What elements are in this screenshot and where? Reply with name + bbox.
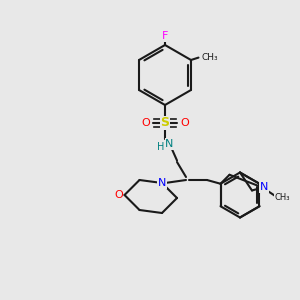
Text: O: O (180, 118, 189, 128)
Text: S: S (160, 116, 169, 130)
Text: CH₃: CH₃ (274, 194, 290, 202)
Text: H: H (157, 142, 164, 152)
Text: O: O (114, 190, 123, 200)
Text: F: F (162, 31, 168, 41)
Text: N: N (165, 139, 174, 149)
Text: N: N (260, 182, 268, 193)
Text: O: O (141, 118, 150, 128)
Text: CH₃: CH₃ (202, 52, 218, 62)
Text: N: N (158, 178, 166, 188)
